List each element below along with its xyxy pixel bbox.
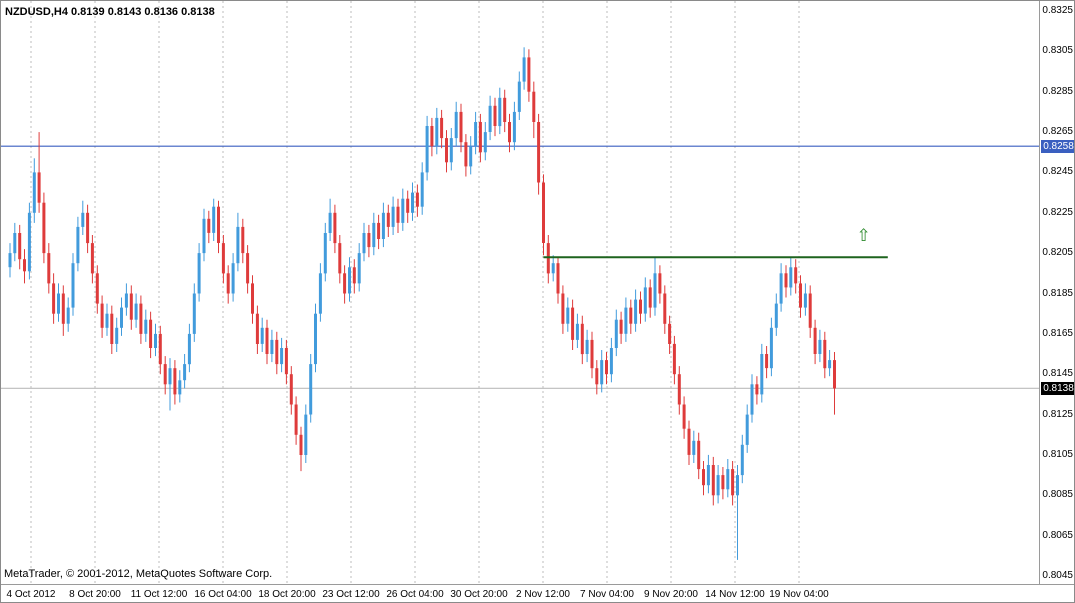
grid-layer <box>30 1 800 584</box>
time-axis-label: 4 Oct 2012 <box>6 589 56 600</box>
time-axis-label: 18 Oct 20:00 <box>258 589 316 600</box>
copyright-text: MetaTrader, © 2001-2012, MetaQuotes Soft… <box>4 568 273 580</box>
price-axis-label: 0.8225 <box>1042 207 1073 218</box>
time-axis-label: 9 Nov 20:00 <box>644 589 698 600</box>
price-axis[interactable]: 0.8325 0.8305 0.8285 0.8265 0.8245 0.8225 0.82… <box>1039 1 1074 584</box>
price-axis-label: 0.8045 <box>1042 570 1073 581</box>
current-price-line-badge: 0.8138 <box>1041 382 1074 395</box>
time-axis-label: 30 Oct 20:00 <box>450 589 508 600</box>
time-axis-label: 16 Oct 04:00 <box>194 589 252 600</box>
price-axis-label: 0.8205 <box>1042 247 1073 258</box>
price-axis-label: 0.8245 <box>1042 166 1073 177</box>
price-axis-label: 0.8105 <box>1042 449 1073 460</box>
objects-layer[interactable]: ⇧ <box>543 226 888 259</box>
time-axis-label: 14 Nov 12:00 <box>705 589 765 600</box>
price-axis-label: 0.8265 <box>1042 126 1073 137</box>
up-arrow-icon: ⇧ <box>856 226 870 246</box>
price-axis-label: 0.8145 <box>1042 368 1073 379</box>
level-lines-layer[interactable] <box>1 145 1039 389</box>
time-axis-label: 2 Nov 12:00 <box>516 589 570 600</box>
price-axis-label: 0.8065 <box>1042 530 1073 541</box>
chart-title: NZDUSD,H4 0.8139 0.8143 0.8136 0.8138 <box>5 6 215 18</box>
price-axis-label: 0.8285 <box>1042 86 1073 97</box>
price-axis-label: 0.8165 <box>1042 328 1073 339</box>
price-axis-label: 0.8125 <box>1042 409 1073 420</box>
time-axis-label: 23 Oct 12:00 <box>322 589 380 600</box>
time-axis-label: 7 Nov 04:00 <box>580 589 634 600</box>
time-axis-label: 11 Oct 12:00 <box>130 589 188 600</box>
price-axis-label: 0.8305 <box>1042 45 1073 56</box>
price-axis-label: 0.8085 <box>1042 489 1073 500</box>
candles-layer <box>8 47 836 560</box>
time-axis-label: 26 Oct 04:00 <box>386 589 444 600</box>
price-axis-label: 0.8185 <box>1042 288 1073 299</box>
time-axis-label: 19 Nov 04:00 <box>769 589 829 600</box>
time-axis[interactable]: 4 Oct 2012 8 Oct 20:00 11 Oct 12:00 16 Oct … <box>1 584 1074 602</box>
horizontal-line-badge: 0.8258 <box>1041 140 1074 153</box>
price-axis-label: 0.8325 <box>1042 5 1073 16</box>
chart-canvas[interactable]: ⇧ <box>1 1 1039 584</box>
time-axis-label: 8 Oct 20:00 <box>69 589 121 600</box>
